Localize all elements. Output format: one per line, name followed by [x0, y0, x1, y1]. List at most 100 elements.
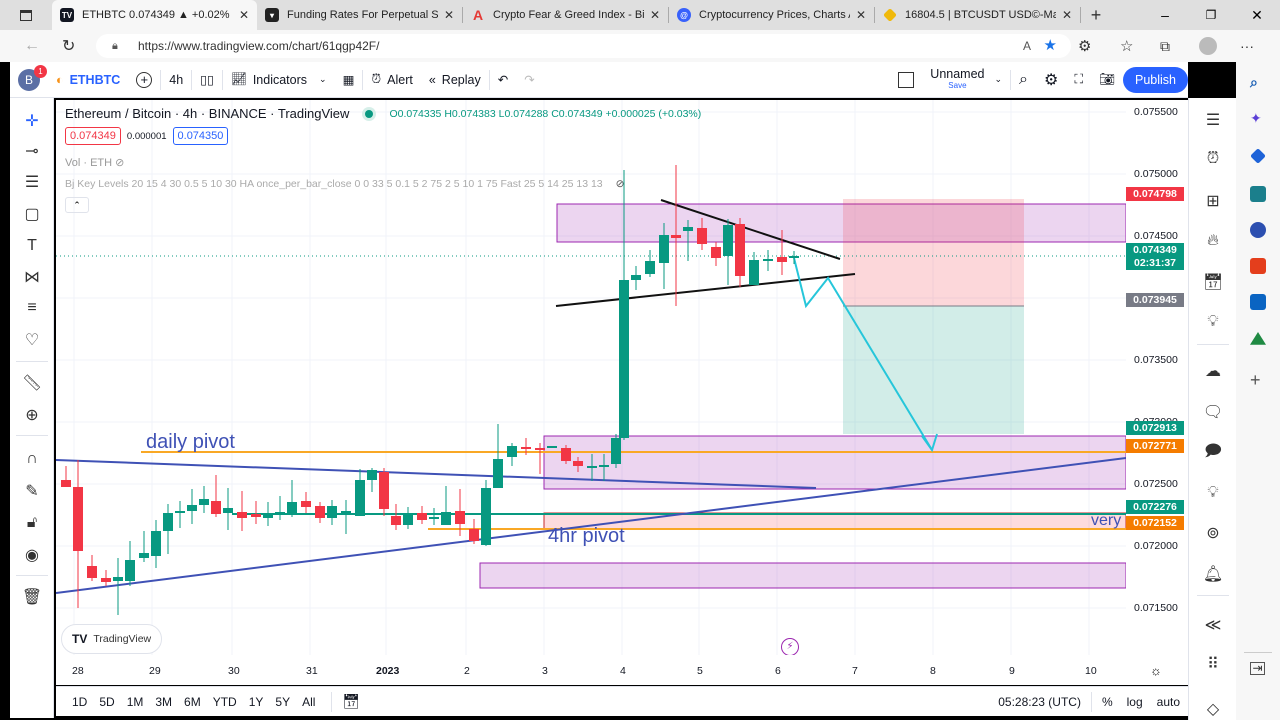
- undo-button[interactable]: ↶: [490, 62, 516, 98]
- rectangle-icon[interactable]: ▢: [24, 206, 40, 223]
- fullscreen-button[interactable]: ⛶: [1066, 62, 1091, 98]
- shopping-tag-icon[interactable]: [1250, 148, 1266, 164]
- ideas-bulb-icon[interactable]: 💡︎: [1207, 313, 1219, 330]
- log-scale-toggle[interactable]: log: [1126, 694, 1143, 709]
- clock-display[interactable]: 05:28:23 (UTC): [998, 694, 1081, 709]
- favorite-star-icon[interactable]: ★: [1043, 37, 1057, 54]
- extensions-icon[interactable]: ⚙: [1078, 38, 1092, 55]
- browser-tab-1[interactable]: ▾Funding Rates For Perpetual Swaps✕: [257, 0, 462, 30]
- range-1d[interactable]: 1D: [72, 694, 88, 709]
- tab-actions-icon[interactable]: [0, 9, 52, 21]
- text-icon[interactable]: T: [27, 237, 37, 254]
- redo-button[interactable]: ↷: [516, 62, 542, 98]
- outlook-icon[interactable]: [1250, 294, 1266, 310]
- collapse-chevrons-icon[interactable]: ≪: [1204, 617, 1222, 634]
- range-ytd[interactable]: YTD: [212, 694, 237, 709]
- profile-avatar[interactable]: [1199, 37, 1217, 55]
- close-tab-icon[interactable]: ✕: [238, 8, 249, 22]
- close-tab-icon[interactable]: ✕: [1061, 8, 1072, 22]
- chart-settings-sun-icon[interactable]: ☼: [1150, 663, 1162, 678]
- broadcast-icon[interactable]: ⊚: [1206, 525, 1220, 542]
- calendar-icon[interactable]: 📅︎: [1202, 274, 1224, 291]
- browser-tab-4[interactable]: 16804.5 | BTCUSDT USD©-Margined✕: [875, 0, 1080, 30]
- lock-drawing-icon[interactable]: ✎: [25, 483, 39, 500]
- chart-pane[interactable]: Ethereum / Bitcoin · 4h · BINANCE · Trad…: [56, 100, 1126, 655]
- indicator-legend[interactable]: Bj Key Levels 20 15 4 30 0.5 5 10 30 HA …: [65, 178, 625, 190]
- chart-type-button[interactable]: ▯▯: [192, 62, 222, 98]
- watchlist-icon[interactable]: ☰: [1205, 112, 1221, 129]
- restore-button[interactable]: ❐: [1205, 8, 1217, 22]
- range-all[interactable]: All: [302, 694, 316, 709]
- percent-scale-toggle[interactable]: %: [1101, 694, 1113, 709]
- tools-icon[interactable]: [1250, 186, 1266, 202]
- new-tab-button[interactable]: +: [1090, 4, 1102, 25]
- object-tree-icon[interactable]: ⊞: [1206, 193, 1220, 210]
- time-axis[interactable]: ☼ 28 29 30 31 2023 2 3 4 5 6 7 8 9 10: [56, 655, 1188, 685]
- messages-icon[interactable]: 🗨︎: [1202, 404, 1224, 421]
- range-3m[interactable]: 3M: [155, 694, 173, 709]
- range-1m[interactable]: 1M: [126, 694, 144, 709]
- ruler-icon[interactable]: 📏︎: [21, 375, 43, 392]
- magnet-icon[interactable]: ∩: [26, 450, 38, 467]
- more-menu-icon[interactable]: ···: [1240, 38, 1254, 54]
- browser-tab-3[interactable]: @Cryptocurrency Prices, Charts And✕: [669, 0, 874, 30]
- alert-button[interactable]: ⏰︎ Alert: [371, 72, 413, 87]
- trend-line-icon[interactable]: ⊸: [25, 143, 39, 160]
- close-tab-icon[interactable]: ✕: [443, 8, 454, 22]
- auto-scale-toggle[interactable]: auto: [1156, 694, 1180, 709]
- lightning-event-icon[interactable]: ⚡︎: [781, 638, 799, 655]
- copilot-icon[interactable]: ✦: [1250, 110, 1262, 126]
- range-5d[interactable]: 5D: [99, 694, 115, 709]
- back-icon[interactable]: ←: [24, 37, 40, 54]
- add-sidebar-app-icon[interactable]: +: [1250, 370, 1261, 390]
- layers-icon[interactable]: ◇: [1206, 701, 1220, 718]
- dom-icon[interactable]: ⠿: [1207, 656, 1219, 673]
- lock-icon[interactable]: 🔓︎: [26, 514, 38, 531]
- refresh-icon[interactable]: ↻: [62, 38, 76, 55]
- drop-icon[interactable]: [1250, 332, 1266, 345]
- layouts-button[interactable]: ▦: [335, 62, 363, 98]
- pattern-icon[interactable]: ⋈: [24, 269, 40, 286]
- forecast-icon[interactable]: ≡: [27, 299, 37, 316]
- user-avatar[interactable]: B 1: [10, 64, 48, 91]
- collapse-legend-button[interactable]: ⌃: [65, 197, 89, 213]
- interval-button[interactable]: 4h: [169, 72, 184, 87]
- streams-bulb-icon[interactable]: 💡︎: [1207, 484, 1219, 501]
- volume-legend[interactable]: Vol · ETH ⊘: [65, 157, 125, 169]
- alerts-clock-icon[interactable]: ⏰︎: [1206, 150, 1220, 167]
- range-5y[interactable]: 5Y: [275, 694, 291, 709]
- goto-date-icon[interactable]: 📅︎: [342, 693, 361, 709]
- tradingview-watermark[interactable]: TV TradingView: [61, 624, 163, 654]
- compare-symbol-button[interactable]: +: [128, 62, 160, 98]
- games-icon[interactable]: [1250, 222, 1266, 238]
- search-button[interactable]: ⌕: [1011, 62, 1036, 98]
- settings-button[interactable]: ⚙: [1036, 62, 1066, 98]
- zoom-in-icon[interactable]: ⊕: [25, 407, 39, 424]
- range-1y[interactable]: 1Y: [248, 694, 264, 709]
- edge-search-icon[interactable]: ⌕: [1250, 74, 1258, 90]
- collections-icon[interactable]: ⧉: [1160, 37, 1170, 54]
- chats-cloud-icon[interactable]: ☁: [1205, 363, 1221, 380]
- fib-levels-icon[interactable]: ☰: [24, 174, 40, 191]
- close-tab-icon[interactable]: ✕: [649, 8, 660, 22]
- close-tab-icon[interactable]: ✕: [855, 8, 866, 22]
- eye-icon[interactable]: ◉: [25, 547, 39, 564]
- notifications-bell-icon[interactable]: 🔔︎: [1202, 566, 1224, 583]
- replay-button[interactable]: «Replay: [428, 72, 481, 87]
- hotlists-fire-icon[interactable]: 🔥︎: [1207, 232, 1219, 249]
- layout-select-button[interactable]: Unnamed Save ⌄: [890, 62, 1010, 98]
- publish-button[interactable]: Publish: [1123, 66, 1188, 93]
- heart-icon[interactable]: ♡: [24, 332, 40, 349]
- hide-sidebar-icon[interactable]: ⇥: [1250, 662, 1265, 675]
- range-6m[interactable]: 6M: [184, 694, 201, 709]
- buy-price-button[interactable]: 0.074350: [172, 127, 229, 145]
- snapshot-button[interactable]: 📷︎: [1091, 62, 1123, 98]
- close-window-button[interactable]: ✕: [1251, 6, 1263, 23]
- comments-icon[interactable]: 🗩︎: [1204, 442, 1222, 460]
- sell-price-button[interactable]: 0.074349: [65, 127, 121, 145]
- crosshair-icon[interactable]: ✛: [25, 113, 39, 130]
- symbol-search-button[interactable]: ◐ ETHBTC: [56, 72, 121, 87]
- office-icon[interactable]: [1250, 258, 1266, 274]
